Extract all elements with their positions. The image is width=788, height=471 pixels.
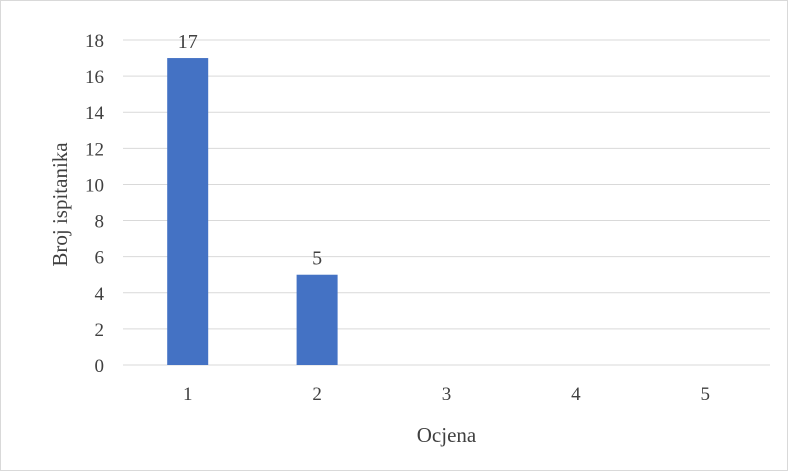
x-tick-label: 1: [183, 384, 193, 405]
y-tick-label: 2: [95, 320, 105, 341]
y-axis-title: Broj ispitanika: [48, 142, 72, 267]
x-tick-label: 3: [442, 384, 452, 405]
grid-lines: [123, 39, 770, 366]
x-axis-ticks: 1 2 3 4 5: [183, 384, 710, 405]
y-tick-label: 10: [85, 175, 104, 196]
y-tick-label: 14: [85, 103, 105, 124]
y-tick-label: 12: [85, 139, 104, 160]
y-tick-label: 4: [95, 284, 105, 305]
x-tick-label: 4: [571, 384, 581, 405]
y-tick-label: 8: [95, 212, 105, 233]
bar-1: [167, 58, 209, 366]
data-labels: 17 5: [178, 31, 322, 270]
data-label-2: 5: [312, 248, 322, 270]
x-tick-label: 2: [312, 384, 322, 405]
y-tick-label: 18: [85, 31, 104, 52]
bars: [167, 58, 338, 366]
y-tick-label: 16: [85, 67, 104, 88]
y-tick-label: 6: [95, 248, 105, 269]
y-axis-ticks: 0 2 4 6 8 10 12 14 16 18: [85, 31, 105, 377]
x-axis-title: Ocjena: [417, 423, 477, 447]
data-label-1: 17: [178, 31, 198, 53]
bar-2: [296, 274, 338, 365]
y-tick-label: 0: [95, 356, 105, 377]
x-tick-label: 5: [701, 384, 711, 405]
